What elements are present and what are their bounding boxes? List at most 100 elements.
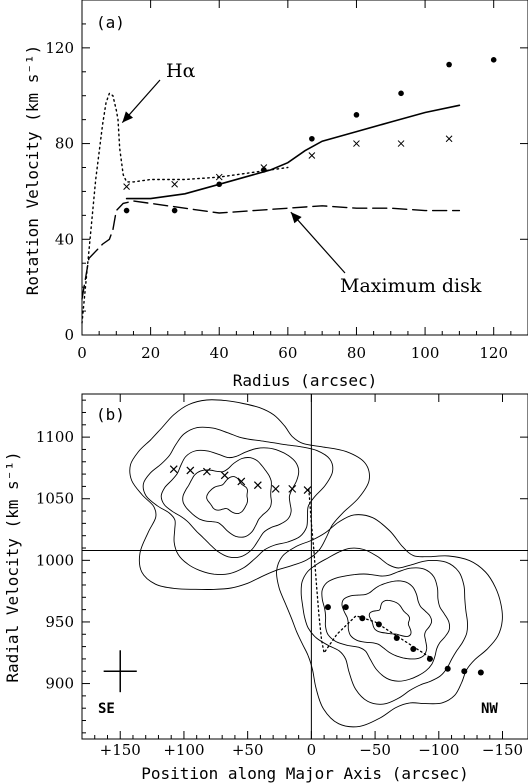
- a-point-dot: [446, 61, 452, 68]
- a-point-dot: [353, 112, 360, 118]
- b-cross-stroke: [220, 471, 229, 480]
- b-point-dot: [426, 655, 433, 662]
- b-point-dot: [410, 646, 417, 653]
- b-point-cross: [186, 466, 195, 475]
- b-point-dot: [359, 615, 366, 622]
- b-cross-stroke: [288, 484, 297, 493]
- b-cross-stroke: [237, 477, 246, 486]
- a-xtick-label: 20: [141, 344, 160, 362]
- a-xtick-label: 60: [278, 344, 297, 362]
- contour-level-2: [142, 426, 334, 576]
- panel-b-label: (b): [96, 405, 125, 424]
- b-ytick-label: 1000: [36, 551, 74, 569]
- b-point-dot: [477, 669, 484, 676]
- b-xtick-label: 0: [307, 741, 317, 759]
- direction-label-se: SE: [98, 701, 115, 717]
- a-ytick-label: 80: [55, 135, 74, 153]
- b-xtick-label: +150: [100, 741, 141, 759]
- contour-level-5: [368, 599, 412, 637]
- a-cross-stroke: [445, 135, 453, 143]
- a-xtick-label: 100: [411, 344, 440, 362]
- a-ytick-label: 40: [55, 230, 74, 248]
- a-point-dot: [398, 90, 404, 97]
- b-xtick-label: +50: [232, 741, 264, 759]
- panel-b-markers: [103, 465, 484, 693]
- b-point-cross: [220, 471, 229, 480]
- panel-b-xlabel: Position along Major Axis (arcsec): [141, 764, 469, 783]
- b-point-cross: [303, 486, 312, 495]
- a-series-solid-line: [125, 104, 461, 200]
- annotation-maxdisk-arrow: [290, 211, 346, 274]
- a-point-cross: [123, 183, 130, 190]
- a-point-cross: [353, 140, 360, 147]
- b-cross-stroke: [186, 466, 195, 475]
- a-point-dot: [123, 207, 130, 214]
- b-cross-stroke: [253, 481, 262, 490]
- b-point-dot: [342, 604, 349, 611]
- b-point-cross: [237, 477, 246, 486]
- a-cross-stroke: [171, 180, 178, 188]
- a-cross-stroke: [215, 173, 223, 181]
- panel-b-ylabel: Radial Velocity (km s⁻¹): [3, 451, 22, 682]
- b-cross-stroke: [271, 484, 280, 493]
- panel-a: (a) 0 20 40 60 80 100 120 0 40 80 120 Hα Maximum di…: [23, 0, 528, 390]
- annotation-maxdisk-label: Maximum disk: [340, 275, 482, 297]
- a-cross-stroke: [123, 183, 130, 190]
- contour-level-1: [129, 399, 370, 590]
- a-cross-stroke: [397, 140, 405, 147]
- b-ytick-label: 1100: [36, 428, 74, 446]
- panel-a-annotations: Hα Maximum disk: [121, 60, 482, 297]
- a-cross-stroke: [260, 164, 268, 171]
- b-point-cross: [202, 467, 211, 476]
- error-bar: [103, 650, 137, 693]
- panel-b-ticks: +150 +100 +50 0 −50 −100 −150 900 950 1000 1050 110…: [36, 394, 528, 759]
- panel-a-label: (a): [96, 13, 125, 32]
- panel-b-contours: [129, 399, 503, 728]
- panel-a-markers: [123, 57, 497, 214]
- a-xtick-label: 80: [347, 344, 366, 362]
- b-point-cross: [288, 484, 297, 493]
- a-point-cross: [215, 173, 223, 181]
- a-point-dot: [309, 135, 315, 142]
- panel-a-ylabel: Rotation Velocity (km s⁻¹): [23, 45, 42, 295]
- b-cross-stroke: [169, 465, 178, 474]
- b-point-dot: [375, 621, 382, 628]
- a-point-dot: [216, 181, 223, 188]
- b-ytick-label: 950: [45, 613, 74, 631]
- b-ytick-label: 900: [45, 675, 74, 693]
- b-xtick-label: −150: [482, 741, 523, 759]
- a-point-cross: [260, 164, 268, 171]
- b-xtick-label: −100: [418, 741, 459, 759]
- a-ytick-label: 120: [45, 39, 74, 57]
- b-point-cross: [169, 465, 178, 474]
- direction-label-nw: NW: [481, 701, 498, 717]
- a-point-cross: [308, 152, 316, 159]
- a-point-cross: [445, 135, 453, 143]
- b-point-dot: [444, 665, 451, 672]
- annotation-halpha-label: Hα: [166, 60, 196, 82]
- a-xtick-label: 120: [479, 344, 508, 362]
- b-point-dot: [393, 634, 400, 641]
- a-xtick-label: 40: [210, 344, 229, 362]
- b-xtick-label: +100: [163, 741, 204, 759]
- b-point-cross: [271, 484, 280, 493]
- b-cross-stroke: [303, 486, 312, 495]
- panel-a-xlabel: Radius (arcsec): [233, 371, 378, 390]
- contour-level-4: [341, 580, 433, 660]
- b-point-cross: [253, 481, 262, 490]
- a-series-dashed-line: [81, 200, 461, 300]
- b-cross-stroke: [202, 467, 211, 476]
- panel-b: (b) +150 +100 +50 0 −50 −100 −150 900 950 1000 105…: [3, 393, 528, 783]
- a-cross-stroke: [353, 140, 360, 147]
- a-point-dot: [171, 207, 178, 214]
- contour-level-2: [300, 547, 468, 705]
- annotation-halpha-arrow: [121, 79, 161, 124]
- contour-level-3: [160, 447, 300, 558]
- contour-level-3: [321, 567, 451, 682]
- a-point-dot: [490, 57, 497, 63]
- contour-level-4: [182, 457, 272, 538]
- a-point-cross: [397, 140, 405, 147]
- b-dotted-trace: [308, 488, 434, 660]
- a-ytick-label: 0: [64, 326, 74, 344]
